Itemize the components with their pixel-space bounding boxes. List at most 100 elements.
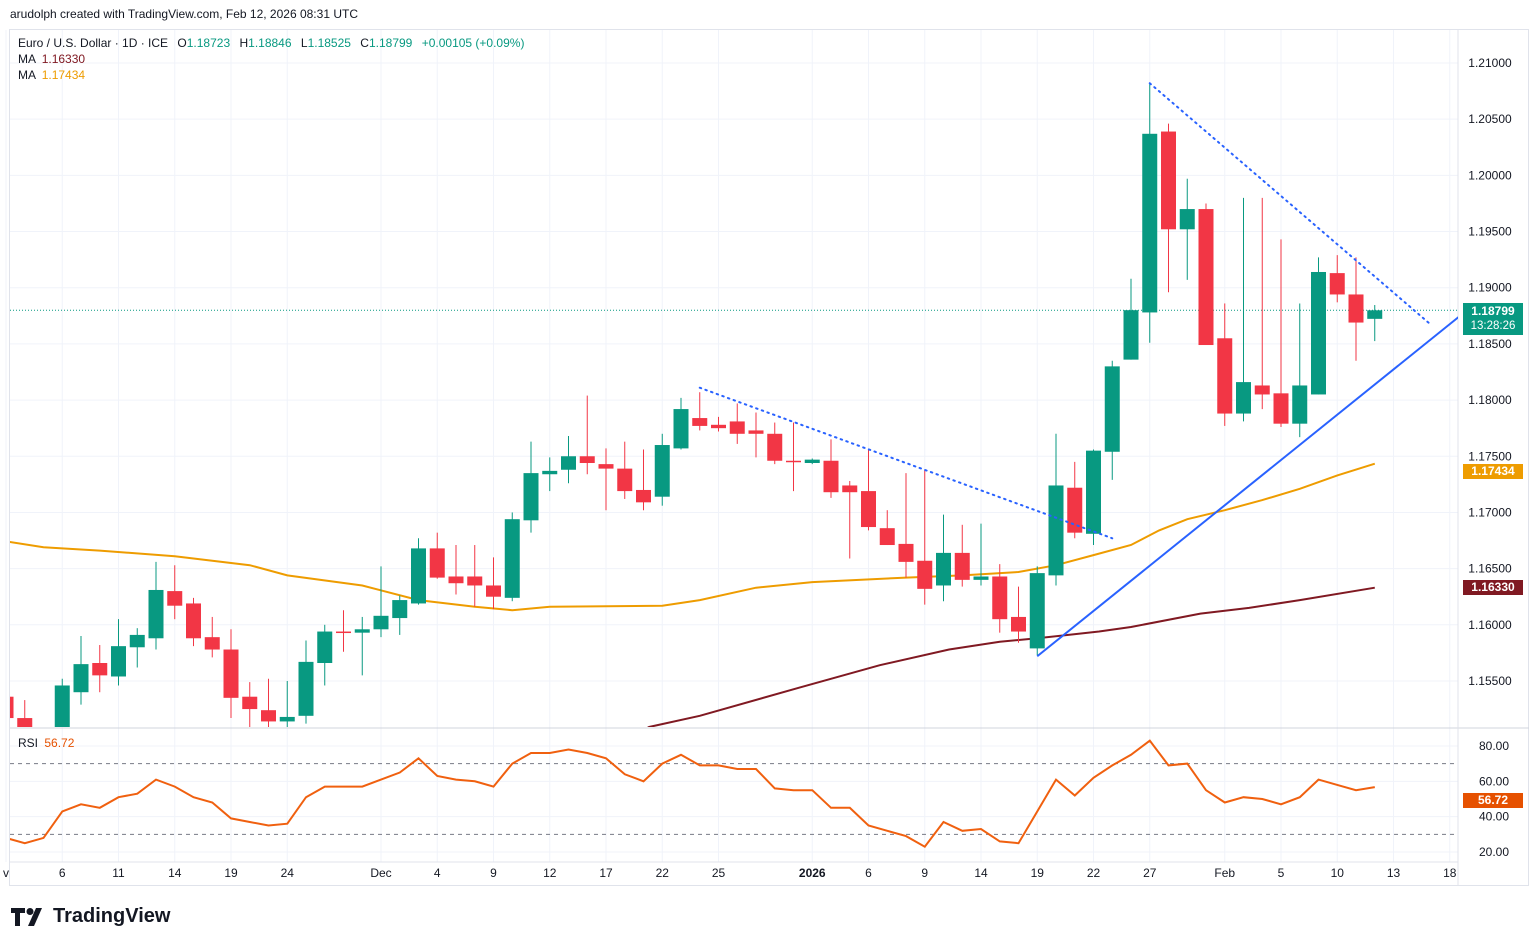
legend-ma-fast[interactable]: MA 1.17434 <box>18 67 524 83</box>
candle[interactable] <box>242 682 258 727</box>
candle[interactable] <box>954 524 970 587</box>
candle[interactable] <box>1048 433 1064 586</box>
candle[interactable] <box>354 616 370 676</box>
candle[interactable] <box>711 416 726 432</box>
candle[interactable] <box>373 566 389 638</box>
candle[interactable] <box>448 545 464 595</box>
candle[interactable] <box>673 397 689 450</box>
candle[interactable] <box>861 449 876 531</box>
candle[interactable] <box>786 422 801 492</box>
candle[interactable] <box>917 469 933 605</box>
candle[interactable] <box>279 680 295 732</box>
candle[interactable] <box>579 395 595 475</box>
candle[interactable] <box>1329 255 1345 303</box>
candle[interactable] <box>223 629 239 719</box>
candle[interactable] <box>392 595 408 635</box>
support-trendline[interactable] <box>1036 314 1463 658</box>
candle-body <box>1104 366 1120 452</box>
candle-body <box>411 548 426 604</box>
candle[interactable] <box>561 436 576 484</box>
candle[interactable] <box>729 403 745 444</box>
rsi-line[interactable] <box>6 739 1375 849</box>
candle-body <box>973 576 989 580</box>
candle[interactable] <box>748 412 764 458</box>
candle[interactable] <box>1161 123 1176 293</box>
candle[interactable] <box>54 678 70 740</box>
rsi-legend[interactable]: RSI 56.72 <box>18 736 74 750</box>
candle[interactable] <box>1142 83 1158 343</box>
time-tick-label: 25 <box>712 866 726 880</box>
candle[interactable] <box>261 678 276 732</box>
candle[interactable] <box>879 510 895 546</box>
candle[interactable] <box>1067 461 1083 539</box>
candle[interactable] <box>898 473 914 578</box>
candle[interactable] <box>973 523 989 586</box>
candle[interactable] <box>129 628 145 668</box>
candle[interactable] <box>598 448 614 511</box>
candle[interactable] <box>1292 303 1308 438</box>
time-tick-label: 4 <box>434 866 441 880</box>
candle[interactable] <box>804 458 820 465</box>
candle[interactable] <box>1029 566 1045 656</box>
candle[interactable] <box>411 538 426 605</box>
tradingview-logo[interactable]: TradingView <box>11 905 170 928</box>
candle[interactable] <box>317 624 333 686</box>
candle[interactable] <box>767 422 783 465</box>
candle[interactable] <box>167 565 183 620</box>
candle-body <box>54 685 70 727</box>
candle[interactable] <box>654 433 670 506</box>
candle[interactable] <box>936 514 951 602</box>
candle[interactable] <box>1273 239 1289 428</box>
candle[interactable] <box>542 457 558 492</box>
candle[interactable] <box>486 557 501 610</box>
moving-average-line[interactable] <box>0 462 1376 612</box>
candle-body <box>354 629 370 633</box>
candle[interactable] <box>336 610 351 652</box>
candle[interactable] <box>617 441 633 499</box>
candle[interactable] <box>1011 586 1026 643</box>
candle[interactable] <box>1367 305 1383 342</box>
candle-body <box>429 548 445 578</box>
candle[interactable] <box>1123 278 1139 360</box>
candle[interactable] <box>1236 197 1251 422</box>
candle[interactable] <box>429 532 445 579</box>
open-label: O <box>177 36 187 50</box>
candle-body <box>617 468 633 492</box>
candle-body <box>1011 616 1026 632</box>
resistance-trendline[interactable] <box>1148 82 1432 326</box>
candle[interactable] <box>1086 449 1101 546</box>
candle[interactable] <box>523 441 539 533</box>
candle-body <box>17 718 33 727</box>
candle[interactable] <box>504 512 520 602</box>
candle[interactable] <box>111 619 126 686</box>
candle[interactable] <box>17 700 33 737</box>
candle[interactable] <box>148 561 164 650</box>
candle[interactable] <box>1348 257 1364 361</box>
candle[interactable] <box>1254 197 1270 410</box>
candle[interactable] <box>692 392 708 431</box>
candle[interactable] <box>92 645 108 693</box>
candle[interactable] <box>204 616 220 658</box>
rsi-tick-label: 20.00 <box>1479 845 1509 859</box>
candle[interactable] <box>467 545 483 607</box>
candle[interactable] <box>1179 178 1195 280</box>
symbol-title[interactable]: Euro / U.S. Dollar · 1D · ICE <box>18 36 169 50</box>
legend-ma-slow[interactable]: MA 1.16330 <box>18 51 524 67</box>
resistance-trendline[interactable] <box>698 386 1114 540</box>
candle[interactable] <box>1104 360 1120 480</box>
candle[interactable] <box>823 439 839 498</box>
candle[interactable] <box>186 597 201 647</box>
candle[interactable] <box>298 640 314 724</box>
candle[interactable] <box>73 636 89 705</box>
candle[interactable] <box>842 480 858 559</box>
time-tick-label: 2026 <box>799 866 826 880</box>
candle[interactable] <box>992 564 1008 633</box>
candle[interactable] <box>1311 257 1326 395</box>
candle-body <box>1029 573 1045 649</box>
candle[interactable] <box>0 694 14 720</box>
candle[interactable] <box>636 449 651 511</box>
moving-average-line[interactable] <box>569 586 1375 771</box>
candle[interactable] <box>1217 303 1233 426</box>
candle[interactable] <box>1198 203 1214 346</box>
